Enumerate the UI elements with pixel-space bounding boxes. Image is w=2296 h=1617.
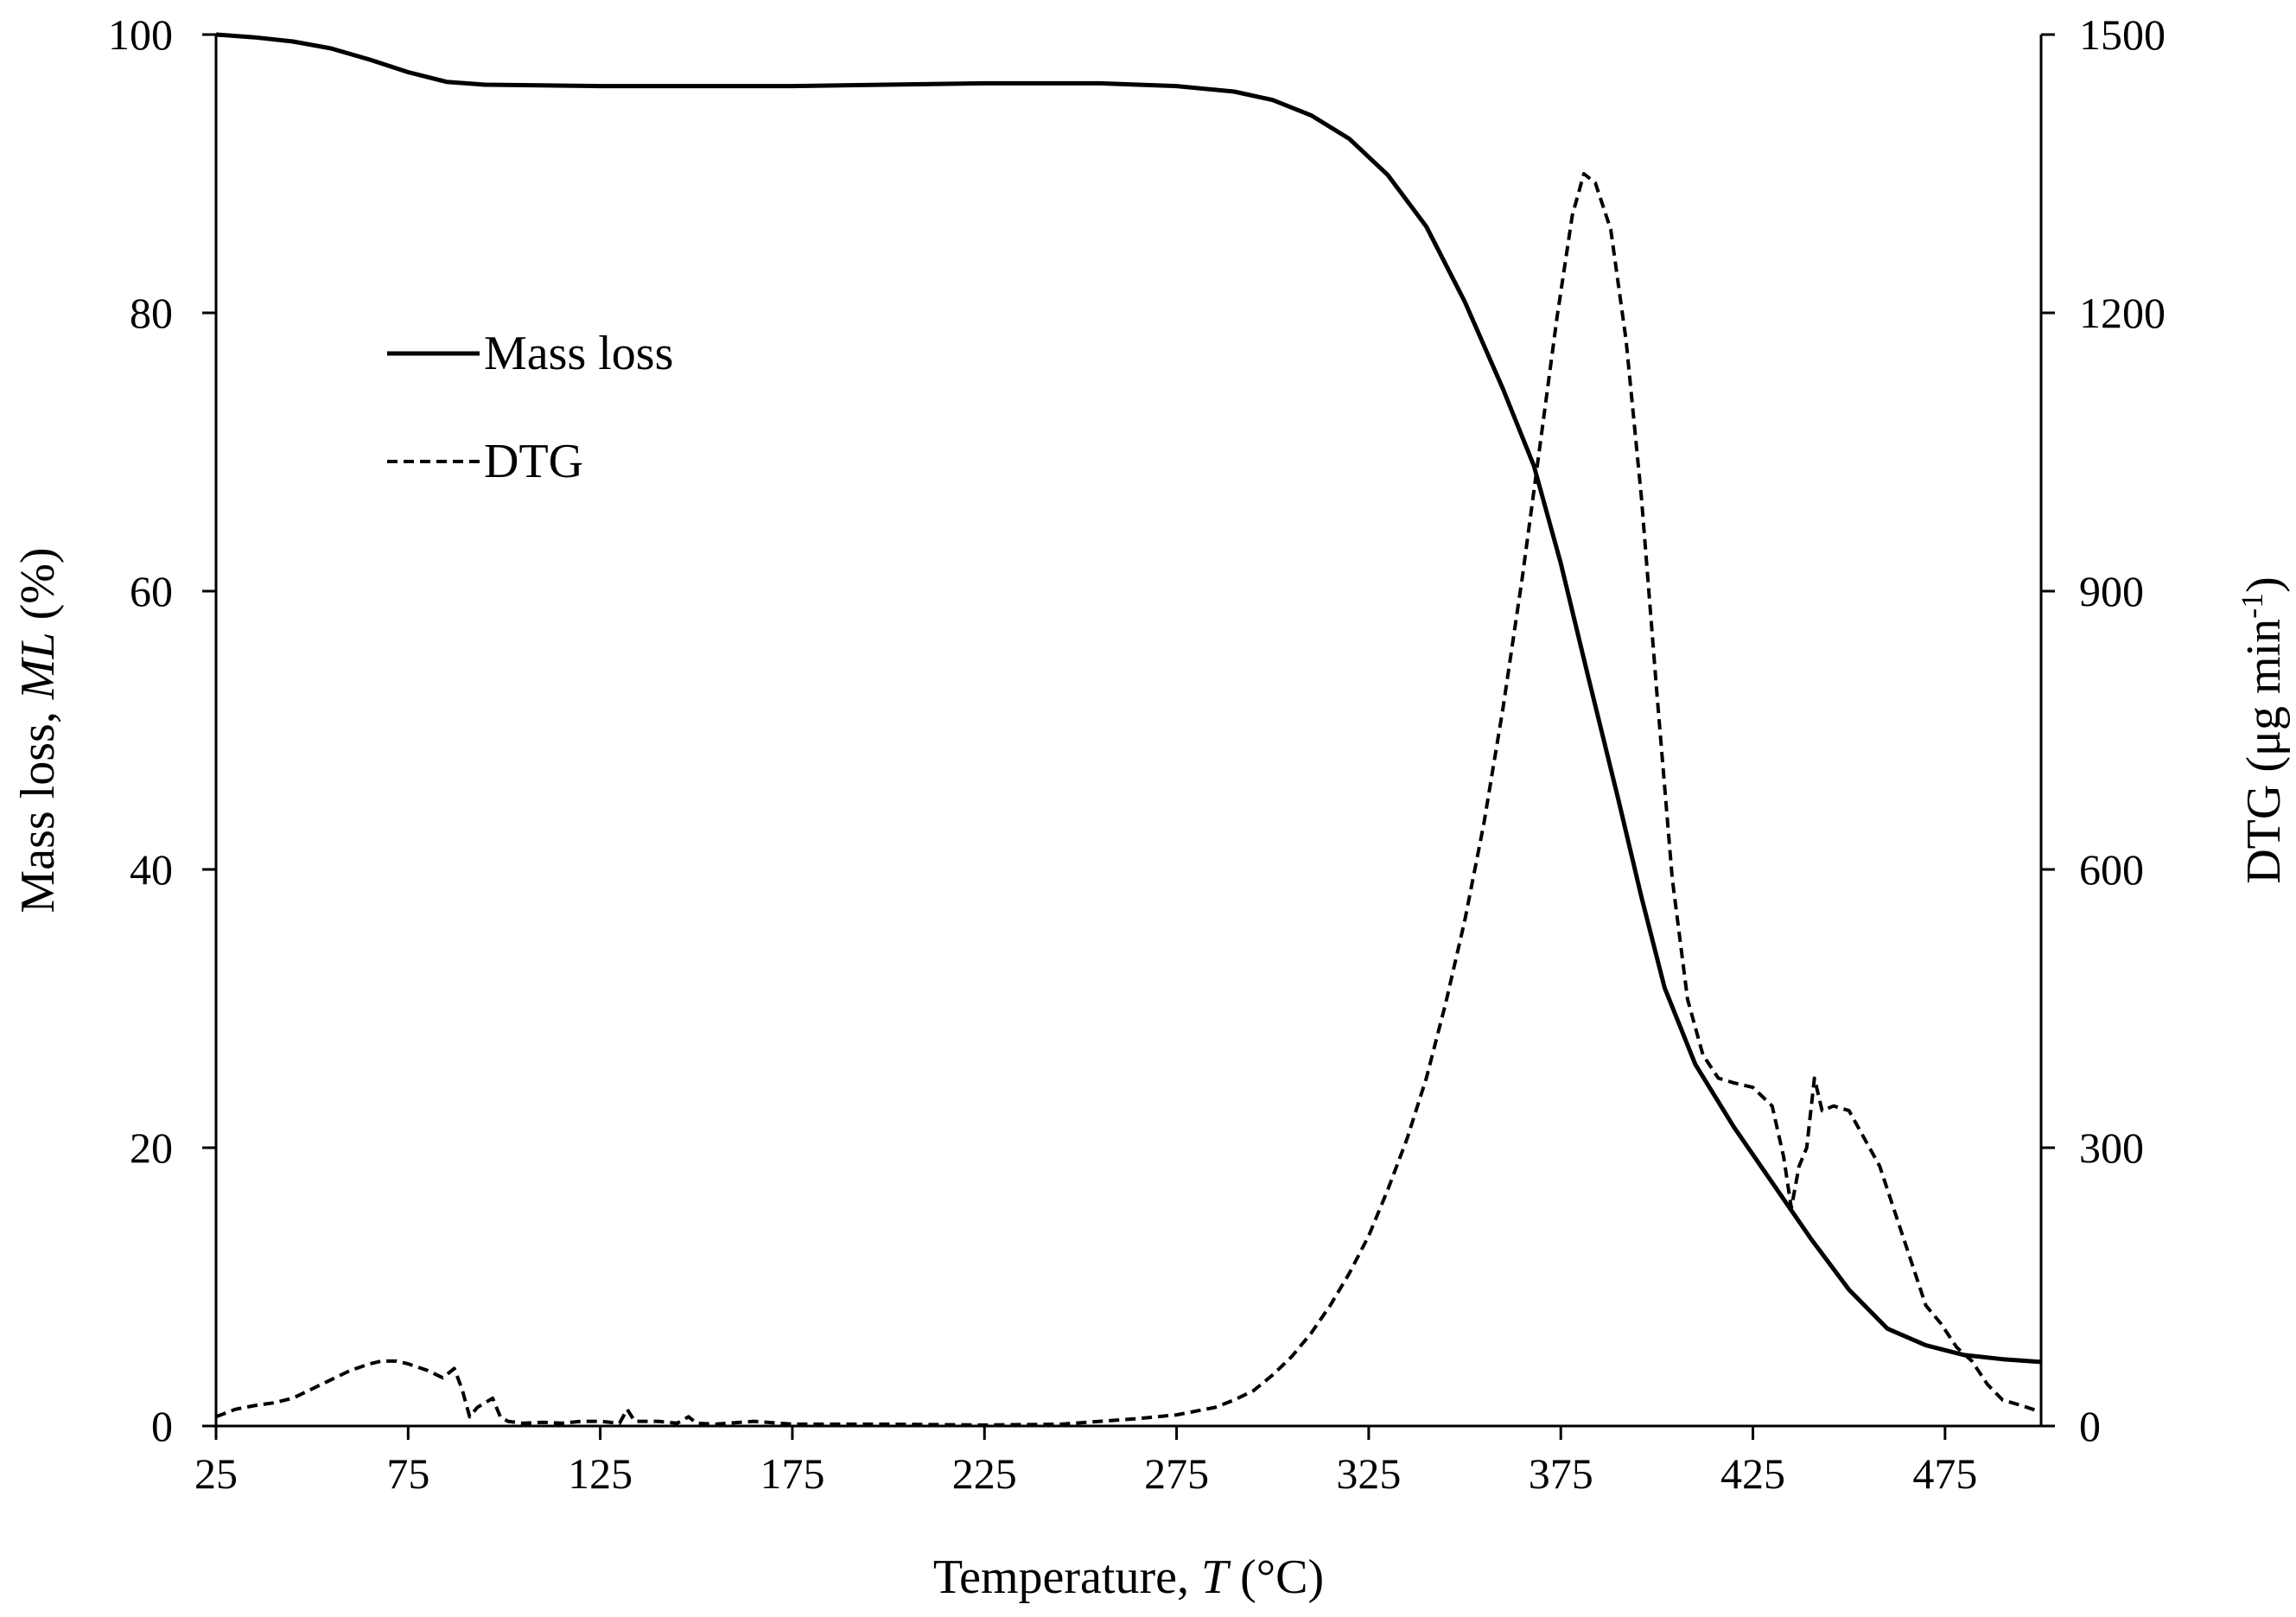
y-right-tick-label: 1200 — [2079, 289, 2166, 337]
legend-entry-dtg: DTG — [387, 435, 583, 488]
series-line-mass-loss — [215, 32, 2042, 1365]
y-left-tick-label: 60 — [130, 567, 173, 615]
y-left-tick-label: 100 — [108, 10, 173, 59]
y-axis-left-title: Mass loss, ML (%) — [11, 547, 65, 913]
series-layer — [215, 32, 2042, 1427]
legend-label-mass-loss: Mass loss — [484, 327, 673, 380]
y-axis-right-title: DTG (μg min-1) — [2235, 576, 2291, 884]
y-left-tick-label: 40 — [130, 845, 173, 894]
legend: Mass loss DTG — [387, 327, 673, 488]
x-tick-label: 325 — [1336, 1449, 1401, 1498]
y-right-tick-label: 0 — [2079, 1402, 2101, 1450]
x-tick-label: 25 — [194, 1449, 238, 1498]
series-line-dtg — [215, 172, 2042, 1427]
legend-label-dtg: DTG — [484, 435, 583, 488]
x-tick-label: 375 — [1529, 1449, 1593, 1498]
y-right-tick-label: 900 — [2079, 567, 2144, 615]
y-left-tick-label: 0 — [151, 1402, 173, 1450]
x-tick-label: 275 — [1144, 1449, 1209, 1498]
x-tick-label: 125 — [568, 1449, 633, 1498]
y-right-tick-label: 1500 — [2079, 10, 2166, 59]
x-tick-label: 425 — [1720, 1449, 1785, 1498]
y-left-tick-label: 80 — [130, 289, 173, 337]
ticks-layer: 25 75 125 175 225 275 325 375 425 475 0 20 40 60 80 100… — [108, 10, 2166, 1498]
y-right-tick-label: 600 — [2079, 845, 2144, 894]
x-axis-title: Temperature, T (°C) — [933, 1550, 1324, 1604]
x-tick-label: 475 — [1912, 1449, 1977, 1498]
y-left-tick-label: 20 — [130, 1124, 173, 1172]
x-tick-label: 175 — [760, 1449, 824, 1498]
y-right-tick-label: 300 — [2079, 1124, 2144, 1172]
x-tick-label: 225 — [952, 1449, 1017, 1498]
legend-entry-mass-loss: Mass loss — [387, 327, 673, 380]
x-tick-label: 75 — [386, 1449, 429, 1498]
